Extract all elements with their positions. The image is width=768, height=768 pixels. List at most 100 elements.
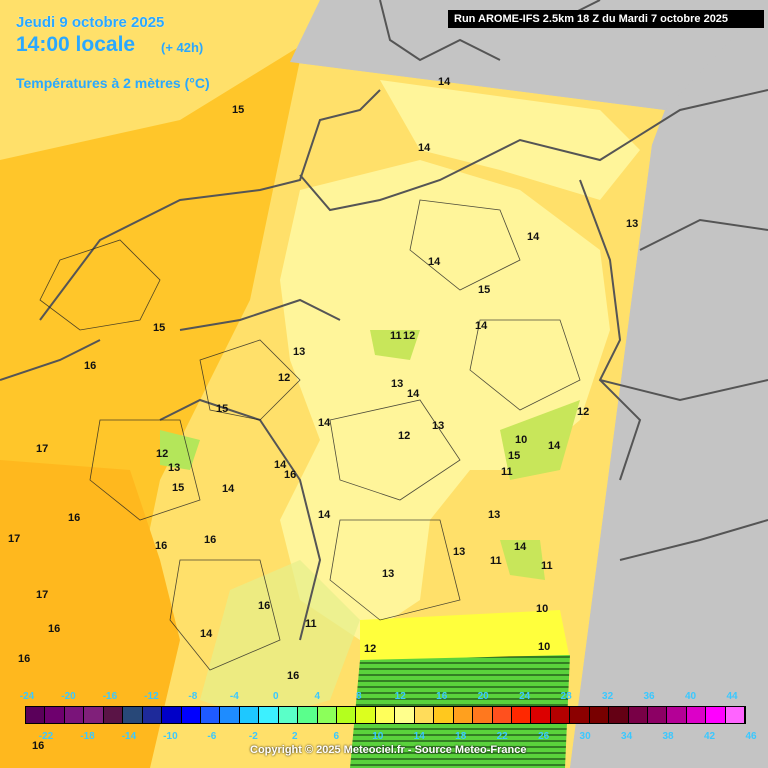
scale-swatch <box>26 707 46 723</box>
scale-swatch <box>473 707 493 723</box>
scale-swatch <box>686 707 707 723</box>
isotherm-label: 16 <box>84 360 97 372</box>
isotherm-label: 10 <box>536 603 549 615</box>
isotherm-label: 13 <box>293 346 306 358</box>
isotherm-label: 14 <box>200 628 213 640</box>
scale-swatch <box>492 707 512 723</box>
isotherm-label: 11 <box>501 466 513 478</box>
isotherm-label: 16 <box>284 469 297 481</box>
scale-swatch <box>375 707 396 723</box>
scale-swatch <box>337 707 357 723</box>
isotherm-label: 13 <box>391 378 404 390</box>
parameter-title: Températures à 2 mètres (°C) <box>16 75 210 91</box>
isotherm-label: 16 <box>68 512 81 524</box>
isotherm-label: 13 <box>432 420 445 432</box>
forecast-date: Jeudi 9 octobre 2025 <box>16 14 165 31</box>
isotherm-label: 14 <box>418 142 431 154</box>
scale-tick-top: 28 <box>560 691 572 702</box>
outside-domain <box>570 0 768 768</box>
scale-tick-bottom: 6 <box>333 731 340 742</box>
scale-tick-top: 40 <box>684 691 697 702</box>
scale-tick-bottom: 34 <box>621 731 633 742</box>
scale-swatch <box>220 707 240 723</box>
isotherm-label: 14 <box>428 256 441 268</box>
scale-tick-top: -16 <box>102 691 118 702</box>
scale-tick-top: -8 <box>188 691 198 702</box>
scale-tick-bottom: 10 <box>372 731 384 742</box>
isotherm-label: 15 <box>153 322 166 334</box>
scale-swatch <box>570 707 590 723</box>
scale-swatch <box>239 707 260 723</box>
isotherm-label: 14 <box>318 417 331 429</box>
scale-tick-top: 24 <box>519 691 531 702</box>
isotherm-label: 16 <box>32 740 45 752</box>
scale-swatch <box>395 707 415 723</box>
scale-swatch <box>609 707 629 723</box>
scale-swatch <box>511 707 532 723</box>
scale-tick-bottom: -10 <box>163 731 178 742</box>
scale-swatch <box>84 707 104 723</box>
scale-tick-bottom: -22 <box>38 731 54 742</box>
isotherm-label: 11 <box>305 618 317 630</box>
isotherm-label: 13 <box>626 218 639 230</box>
scale-swatch <box>648 707 668 723</box>
scale-swatch <box>589 707 610 723</box>
scale-swatch <box>259 707 279 723</box>
scale-swatch <box>45 707 65 723</box>
scale-tick-bottom: 26 <box>538 731 550 742</box>
scale-tick-bottom: 46 <box>745 731 757 742</box>
copyright: Copyright © 2025 Meteociel.fr - Source M… <box>250 744 527 756</box>
isotherm-label: 14 <box>274 459 287 471</box>
color-scale <box>25 706 746 724</box>
scale-tick-bottom: -6 <box>207 731 217 742</box>
scale-swatch <box>434 707 454 723</box>
isotherm-label: 14 <box>318 509 331 521</box>
isotherm-label: 12 <box>403 330 416 342</box>
isotherm-label: 17 <box>8 533 21 545</box>
scale-swatch <box>142 707 163 723</box>
isotherm-label: 16 <box>204 534 217 546</box>
scale-swatch <box>298 707 318 723</box>
scale-tick-top: -4 <box>229 691 239 702</box>
scale-tick-bottom: -18 <box>80 731 95 742</box>
isotherm-label: 10 <box>538 641 551 653</box>
scale-tick-top: 12 <box>394 691 406 702</box>
scale-tick-bottom: 2 <box>292 731 298 742</box>
scale-swatch <box>278 707 299 723</box>
isotherm-label: 12 <box>278 372 291 384</box>
warm-zone-south <box>0 460 180 768</box>
scale-tick-bottom: 38 <box>662 731 674 742</box>
isotherm-label: 16 <box>48 623 61 635</box>
isotherm-label: 11 <box>490 555 502 567</box>
scale-tick-bottom: 14 <box>413 731 425 742</box>
isotherm-label: 11 <box>541 560 553 572</box>
isotherm-label: 11 <box>390 330 402 342</box>
scale-tick-bottom: 42 <box>703 731 716 742</box>
scale-swatch <box>531 707 551 723</box>
scale-tick-top: -12 <box>144 691 159 702</box>
scale-tick-top: 20 <box>477 691 489 702</box>
isotherm-label: 14 <box>438 76 451 88</box>
scale-tick-top: 36 <box>643 691 655 702</box>
isotherm-label: 14 <box>548 440 561 452</box>
isotherm-label: 10 <box>515 434 528 446</box>
isotherm-label: 16 <box>287 670 300 682</box>
isotherm-label: 13 <box>168 462 181 474</box>
isotherm-label: 15 <box>478 284 491 296</box>
scale-swatch <box>200 707 221 723</box>
scale-tick-bottom: 22 <box>496 731 508 742</box>
isotherm-label: 14 <box>222 483 235 495</box>
isotherm-label: 14 <box>475 320 488 332</box>
run-info: Run AROME-IFS 2.5km 18 Z du Mardi 7 octo… <box>448 10 764 28</box>
scale-tick-bottom: -14 <box>121 731 137 742</box>
isotherm-label: 13 <box>382 568 395 580</box>
scale-tick-bottom: 18 <box>455 731 467 742</box>
scale-swatch <box>667 707 687 723</box>
scale-tick-top: -24 <box>19 691 35 702</box>
scale-tick-top: 16 <box>436 691 448 702</box>
isotherm-label: 12 <box>364 643 377 655</box>
forecast-offset: (+ 42h) <box>161 40 204 55</box>
scale-tick-top: 0 <box>273 691 279 702</box>
scale-swatch <box>725 707 746 723</box>
isotherm-label: 14 <box>514 541 527 553</box>
